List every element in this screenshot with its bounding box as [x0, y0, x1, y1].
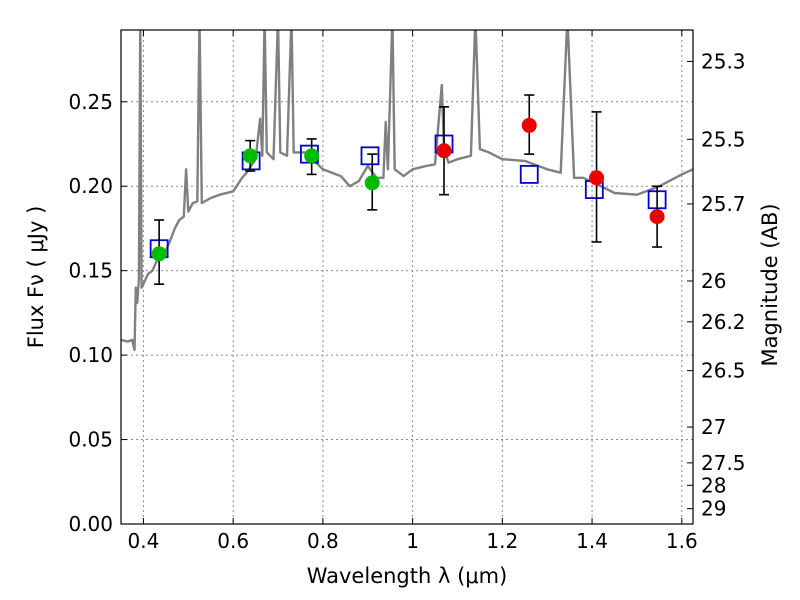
green-data-point: [151, 246, 167, 262]
red-data-point: [649, 209, 665, 225]
y-tick-label: 0.00: [68, 512, 113, 536]
y2-tick-label: 28: [701, 473, 726, 497]
y2-tick-label: 25.7: [701, 192, 746, 216]
y2-tick-label: 27.5: [701, 451, 746, 475]
y2-tick-label: 29: [701, 497, 726, 521]
plot-frame: [120, 29, 694, 525]
model-photometry-square: [519, 164, 539, 184]
y-axis-label: Flux Fν ( μJy ): [24, 206, 48, 349]
green-data-point: [242, 148, 258, 164]
x-tick-label: 1: [406, 529, 419, 553]
y-tick-label: 0.10: [68, 343, 113, 367]
axis-ticks: 0.4 0.6 0.8 1 1.2 1.4 1.6 0.00 0.05 0.10 0.15 0.20 0…: [68, 30, 746, 553]
plot-area: [121, 30, 693, 352]
x-tick-label: 0.4: [128, 529, 160, 553]
x-tick-label: 1.6: [666, 529, 698, 553]
y2-tick-label: 26.5: [701, 359, 746, 383]
x-tick-label: 0.8: [307, 529, 339, 553]
green-data-point: [304, 148, 320, 164]
x-tick-label: 0.6: [217, 529, 249, 553]
y-tick-label: 0.20: [68, 174, 113, 198]
y-tick-label: 0.15: [68, 259, 113, 283]
y2-axis-label: Magnitude (AB): [758, 203, 782, 366]
y2-tick-label: 26.2: [701, 310, 746, 334]
y2-tick-label: 25.5: [701, 127, 746, 151]
y-tick-label: 0.05: [68, 428, 113, 452]
plot-clipped-group: [121, 30, 693, 352]
x-axis-label: Wavelength λ (μm): [307, 564, 508, 588]
x-tick-label: 1.4: [576, 529, 608, 553]
y2-tick-label: 27: [701, 415, 726, 439]
y2-tick-label: 26: [701, 269, 726, 293]
red-data-point: [436, 143, 452, 159]
y-tick-label: 0.25: [68, 90, 113, 114]
red-data-point: [589, 170, 605, 186]
red-data-point: [521, 117, 537, 133]
y2-tick-label: 25.3: [701, 49, 746, 73]
model-photometry-square: [360, 146, 380, 166]
x-tick-label: 1.2: [486, 529, 518, 553]
green-data-point: [364, 175, 380, 191]
